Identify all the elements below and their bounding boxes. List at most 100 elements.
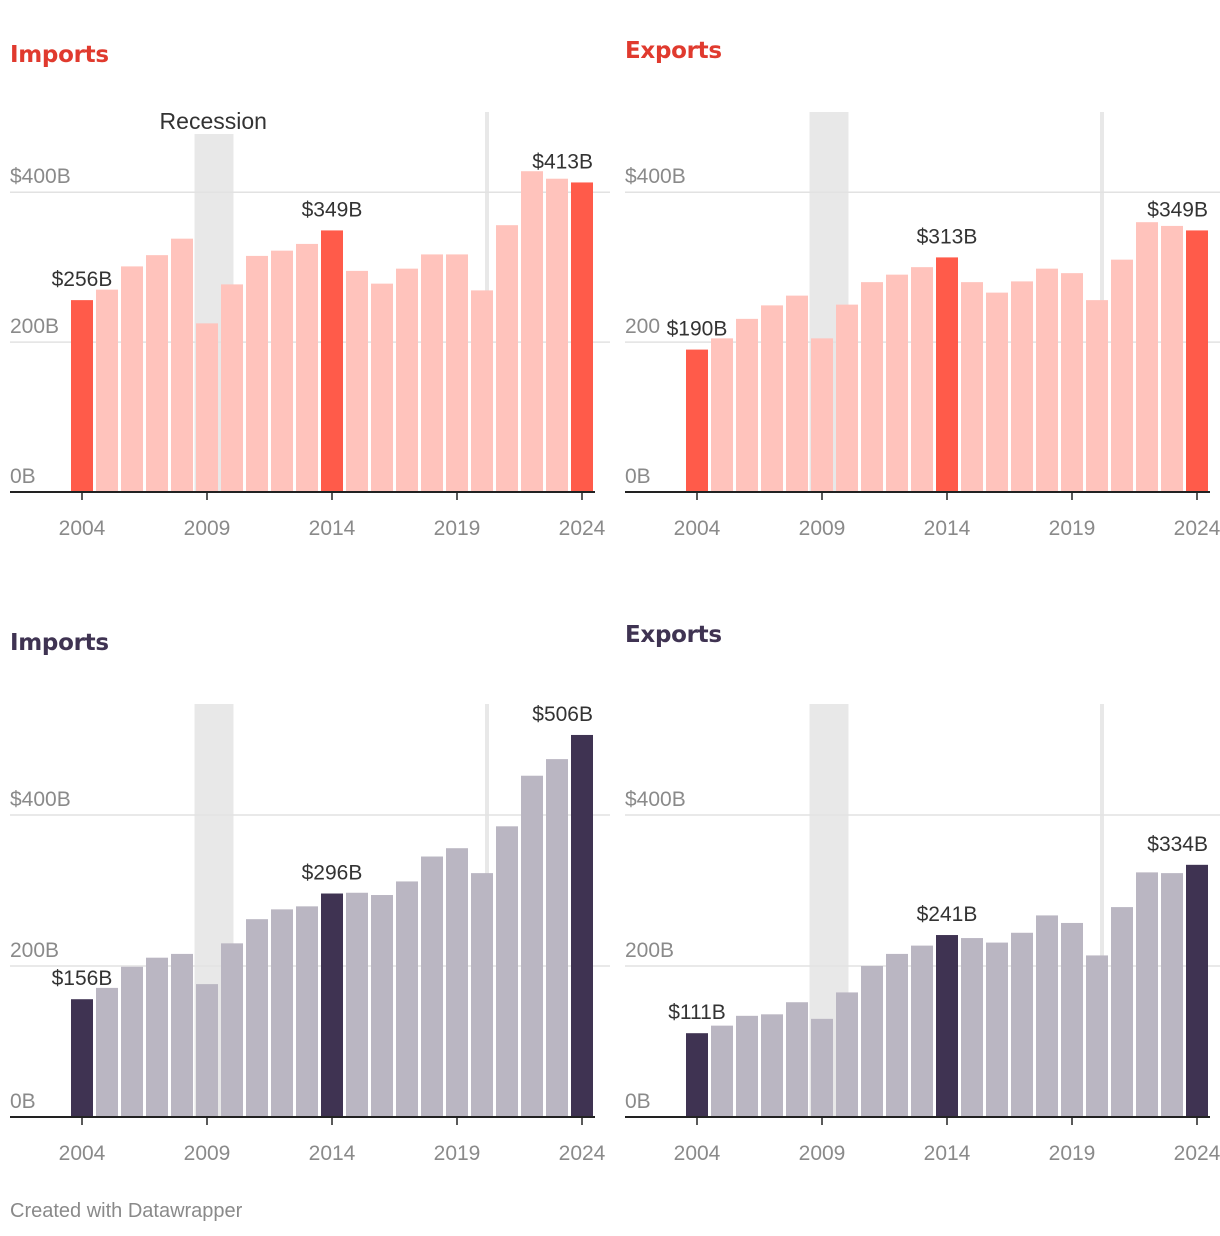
bar-2004	[686, 349, 708, 492]
bar-2019	[446, 254, 468, 492]
x-tick-label: 2014	[924, 517, 971, 540]
y-tick-label: 200	[625, 315, 660, 338]
bar-2020	[1086, 300, 1108, 492]
bar-2014	[936, 257, 958, 492]
bar-2019	[1061, 922, 1083, 1117]
x-tick-label: 2009	[799, 1142, 846, 1165]
bar-2012	[886, 274, 908, 492]
x-tick-label: 2004	[59, 1142, 106, 1165]
bar-2023	[1161, 225, 1183, 492]
chart-svg: 0B 200B $400B 2004 2009 2014 2019 2024 $156B $296…	[10, 703, 610, 1165]
value-label: $111B	[668, 1001, 726, 1024]
y-tick-label: 200B	[625, 939, 674, 962]
y-tick-label: 200B	[10, 315, 59, 338]
y-tick-label: 0B	[10, 1090, 36, 1113]
x-tick-label: 2024	[1174, 517, 1220, 540]
chart-svg: 0B 200 $400B 2004 2009 2014 2019 2024 $190B $313B…	[625, 112, 1220, 540]
y-tick-label: 0B	[625, 1090, 651, 1113]
x-tick-label: 2019	[434, 1142, 481, 1165]
bar-2013	[296, 243, 318, 492]
imports-purple-chart: Imports 0B 200B $400B 2004 2009 2014 2019 2024 $…	[0, 0, 610, 1165]
bar-2023	[1161, 873, 1183, 1117]
bar-2009	[196, 323, 218, 492]
bar-2022	[521, 775, 543, 1117]
bar-2019	[1061, 273, 1083, 492]
bar-2018	[421, 254, 443, 492]
bar-2024	[571, 734, 593, 1117]
bar-2009	[811, 1018, 833, 1117]
chart-title: Exports	[625, 38, 722, 64]
x-tick-label: 2009	[184, 517, 231, 540]
bar-2017	[396, 881, 418, 1117]
bar-2018	[1036, 915, 1058, 1117]
y-tick-label: $400B	[625, 165, 686, 188]
y-tick-label: 0B	[625, 465, 651, 488]
bar-2015	[346, 270, 368, 492]
x-tick-label: 2014	[309, 517, 356, 540]
bar-2024	[571, 182, 593, 492]
bar-2007	[761, 305, 783, 492]
bar-2021	[1111, 259, 1133, 492]
recession-label: Recession	[160, 108, 267, 134]
bar-2004	[71, 999, 93, 1117]
value-label: $296B	[302, 862, 363, 885]
bar-2011	[246, 255, 268, 492]
bar-2010	[221, 943, 243, 1117]
chart-svg: Recession 0B 200B $400B 2004 2009 2014 2019 2024…	[10, 108, 610, 540]
chart-svg: 0B 200B $400B 2004 2009 2014 2019 2024 $111B $241…	[625, 704, 1220, 1165]
x-tick-label: 2014	[924, 1142, 971, 1165]
bar-2004	[71, 300, 93, 492]
bar-2013	[911, 945, 933, 1117]
bar-2020	[471, 290, 493, 492]
bar-2010	[836, 304, 858, 492]
bar-2015	[961, 282, 983, 492]
bar-2005	[711, 338, 733, 492]
bar-2008	[786, 1002, 808, 1117]
x-tick-label: 2019	[1049, 1142, 1096, 1165]
x-tick-label: 2014	[309, 1142, 356, 1165]
bar-2013	[296, 906, 318, 1117]
value-label: $256B	[52, 268, 113, 291]
bar-2008	[786, 295, 808, 492]
x-tick-label: 2019	[1049, 517, 1096, 540]
x-tick-label: 2004	[674, 1142, 721, 1165]
bar-2021	[1111, 907, 1133, 1117]
imports-red-chart: Imports Recession 0B 200B $400B 2004 2009 2014…	[0, 0, 610, 590]
bar-2013	[911, 267, 933, 492]
bar-2019	[446, 848, 468, 1117]
bar-2006	[736, 318, 758, 492]
bar-2009	[196, 984, 218, 1117]
y-tick-label: 200B	[10, 939, 59, 962]
x-tick-label: 2009	[799, 517, 846, 540]
bar-2017	[396, 268, 418, 492]
x-tick-label: 2024	[1174, 1142, 1220, 1165]
y-tick-label: $400B	[625, 788, 686, 811]
bar-2018	[421, 856, 443, 1117]
bar-2022	[1136, 222, 1158, 492]
bar-2014	[936, 935, 958, 1117]
bar-2021	[496, 225, 518, 492]
bar-2009	[811, 338, 833, 492]
value-label: $349B	[1147, 198, 1208, 221]
bar-2008	[171, 953, 193, 1117]
x-tick-label: 2004	[674, 517, 721, 540]
bar-2017	[1011, 932, 1033, 1117]
bar-2007	[146, 255, 168, 492]
y-tick-label: 0B	[10, 465, 36, 488]
exports-red-chart: Exports 0B 200 $400B 2004 2009 2014 2019 2024 $1…	[615, 0, 1220, 590]
y-tick-label: $400B	[10, 165, 71, 188]
bar-2021	[496, 826, 518, 1117]
bar-2022	[1136, 872, 1158, 1117]
value-label: $190B	[667, 318, 728, 341]
exports-purple-chart: Exports 0B 200B $400B 2004 2009 2014 2019 2024 $…	[615, 0, 1220, 1165]
bar-2020	[1086, 955, 1108, 1117]
bar-2015	[346, 892, 368, 1117]
chart-title: Exports	[625, 622, 722, 648]
bar-2007	[146, 957, 168, 1117]
bar-2004	[686, 1033, 708, 1117]
value-label: $313B	[917, 225, 978, 248]
footer-credit: Created with Datawrapper	[10, 1200, 243, 1222]
bar-2022	[521, 171, 543, 492]
bar-2006	[121, 266, 143, 492]
bar-2005	[711, 1025, 733, 1117]
